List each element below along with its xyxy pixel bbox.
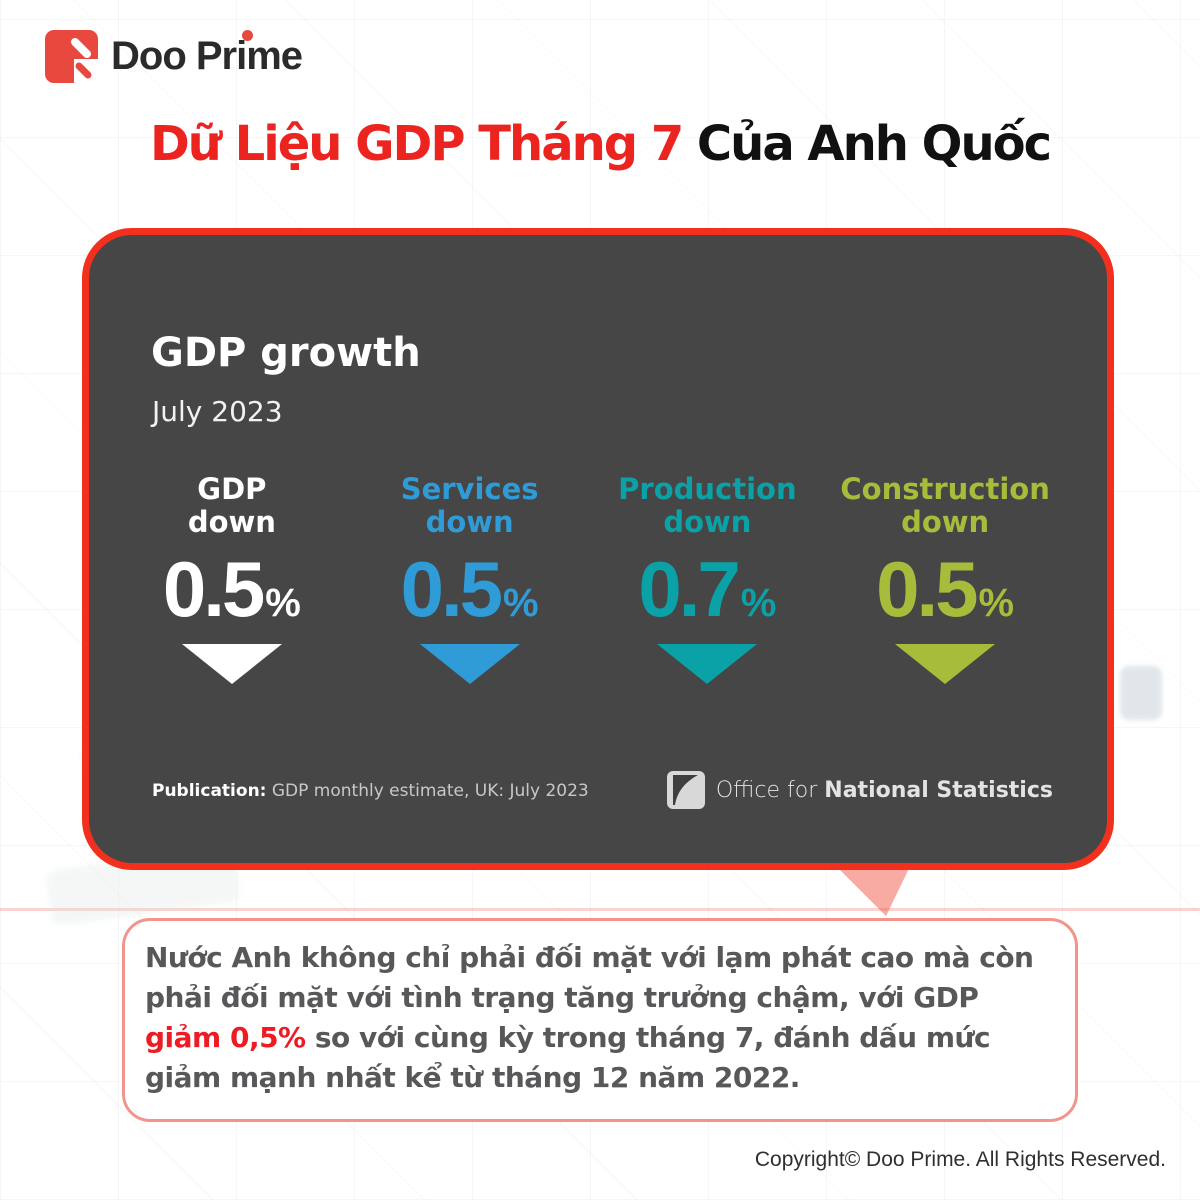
brand-wordmark: Doo Prime bbox=[111, 30, 303, 83]
publication-value: GDP monthly estimate, UK: July 2023 bbox=[266, 781, 589, 801]
ons-icon bbox=[666, 771, 705, 809]
page-title-black: Của Anh Quốc bbox=[682, 116, 1052, 172]
publication-label: Publication: bbox=[152, 781, 267, 801]
down-arrow-icon bbox=[419, 643, 520, 684]
stat-services-unit: % bbox=[503, 580, 539, 625]
brand-name: Doo Prime bbox=[111, 34, 303, 78]
stat-production-unit: % bbox=[740, 580, 777, 625]
brand-logo: Doo Prime bbox=[45, 30, 303, 83]
down-arrow-icon bbox=[657, 643, 758, 684]
publication-line: Publication: GDP monthly estimate, UK: J… bbox=[152, 781, 589, 801]
stat-gdp-direction: down bbox=[187, 505, 276, 540]
stat-construction: Construction down 0.5% bbox=[826, 472, 1064, 688]
summary-box: Nước Anh không chỉ phải đối mặt với lạm … bbox=[122, 918, 1078, 1122]
summary-text-1: Nước Anh không chỉ phải đối mặt với lạm … bbox=[145, 941, 1034, 1014]
ons-bold: National Statistics bbox=[824, 777, 1053, 803]
ons-text: Office for National Statistics bbox=[716, 778, 1053, 803]
summary-text-2: so với cùng kỳ trong tháng 7, đánh dấu m… bbox=[145, 1021, 991, 1094]
ons-prefix: Office for bbox=[715, 777, 825, 803]
page-title-red: Dữ Liệu GDP Tháng 7 bbox=[149, 116, 684, 172]
down-arrow-icon bbox=[895, 643, 996, 684]
copyright-text: Copyright© Doo Prime. All Rights Reserve… bbox=[754, 1148, 1166, 1171]
stat-construction-value: 0.5 bbox=[876, 544, 978, 633]
stats-row: GDP down 0.5% Services down 0.5% bbox=[113, 472, 1064, 688]
ons-logo: Office for National Statistics bbox=[666, 771, 1053, 809]
stat-production: Production down 0.7% bbox=[589, 472, 827, 688]
stat-gdp-unit: % bbox=[265, 580, 301, 625]
background-accent-line bbox=[0, 908, 1200, 911]
stat-gdp: GDP down 0.5% bbox=[113, 472, 351, 688]
stat-services: Services down 0.5% bbox=[351, 472, 589, 688]
brand-i-dot bbox=[242, 30, 253, 41]
background-blob-right bbox=[1120, 666, 1162, 720]
card-title: GDP growth bbox=[151, 330, 421, 376]
stat-construction-name: Construction bbox=[840, 472, 1050, 506]
stat-gdp-value: 0.5 bbox=[162, 544, 265, 633]
gdp-card: GDP growth July 2023 GDP down 0.5% Servi… bbox=[82, 228, 1114, 870]
stat-services-name: Services bbox=[400, 472, 539, 506]
stat-construction-direction: down bbox=[901, 505, 990, 540]
stat-production-direction: down bbox=[663, 505, 752, 540]
stat-construction-unit: % bbox=[978, 580, 1015, 625]
summary-highlight: giảm 0,5% bbox=[145, 1021, 306, 1054]
page-title: Dữ Liệu GDP Tháng 7 Của Anh Quốc bbox=[0, 116, 1200, 174]
stat-production-value: 0.7 bbox=[638, 544, 740, 633]
stat-production-name: Production bbox=[618, 472, 797, 506]
down-arrow-icon bbox=[181, 643, 282, 684]
doo-prime-icon bbox=[45, 30, 98, 83]
stat-gdp-name: GDP bbox=[197, 472, 267, 506]
stat-services-value: 0.5 bbox=[400, 544, 503, 633]
card-subtitle: July 2023 bbox=[152, 395, 283, 428]
stat-services-direction: down bbox=[425, 505, 514, 540]
